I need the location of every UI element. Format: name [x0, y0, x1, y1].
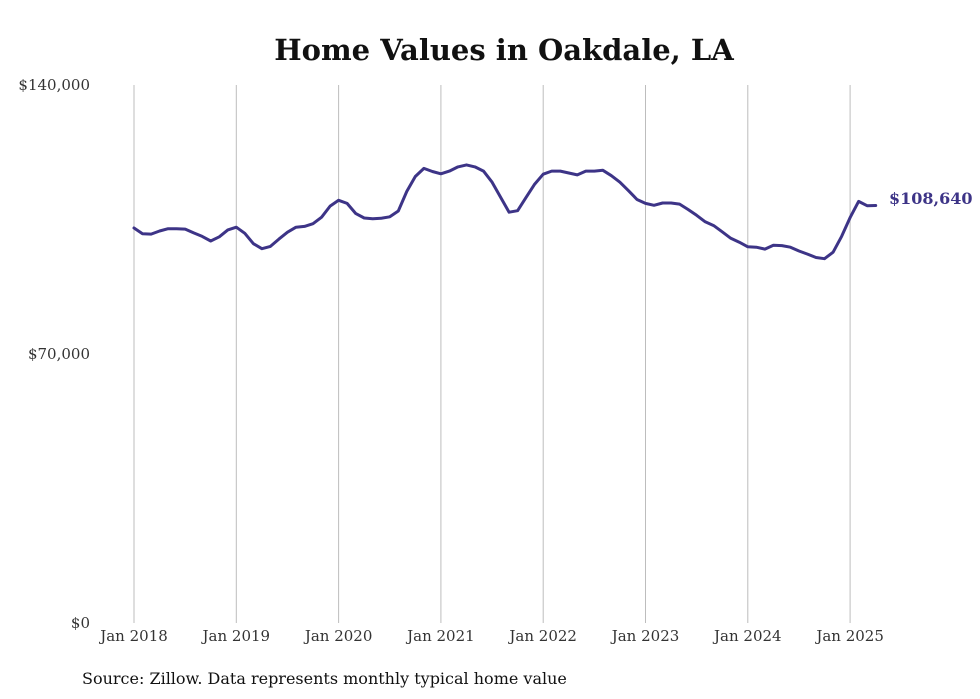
latest-value-label: $108,640 — [889, 189, 973, 208]
series-layer — [132, 163, 878, 261]
y-tick-label: $140,000 — [18, 76, 90, 94]
y-tick-label: $0 — [71, 614, 90, 632]
x-tick-label: Jan 2024 — [712, 627, 782, 645]
x-tick-label: Jan 2021 — [405, 627, 475, 645]
x-tick-label: Jan 2018 — [98, 627, 168, 645]
home-value-series-line — [132, 163, 878, 261]
source-note: Source: Zillow. Data represents monthly … — [82, 669, 567, 688]
x-tick-label: Jan 2025 — [814, 627, 884, 645]
y-tick-label: $70,000 — [28, 345, 90, 363]
x-tick-label: Jan 2022 — [507, 627, 577, 645]
x-tick-label: Jan 2019 — [201, 627, 271, 645]
x-tick-label: Jan 2023 — [610, 627, 680, 645]
y-axis-ticks: $0 $70,000 $140,000 — [18, 76, 90, 632]
x-tick-label: Jan 2020 — [303, 627, 373, 645]
chart-title: Home Values in Oakdale, LA — [274, 33, 734, 67]
x-axis-ticks: Jan 2018 Jan 2019 Jan 2020 Jan 2021 Jan 2022… — [98, 627, 884, 645]
grid-lines — [133, 85, 851, 623]
